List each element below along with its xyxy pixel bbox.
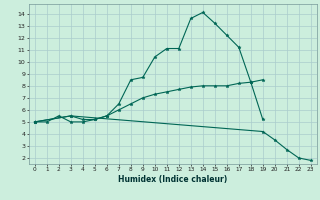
X-axis label: Humidex (Indice chaleur): Humidex (Indice chaleur) (118, 175, 228, 184)
